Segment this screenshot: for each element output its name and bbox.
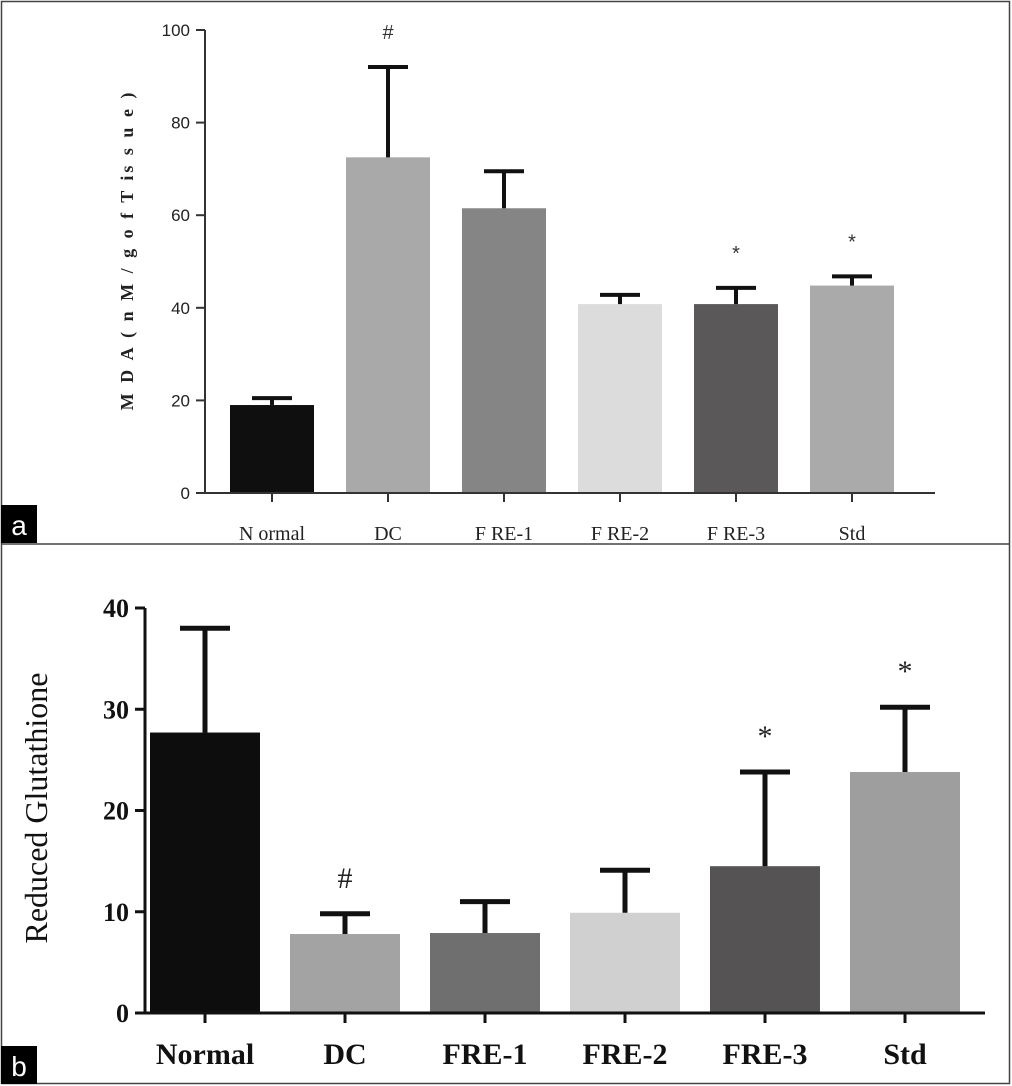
x-tick-label: F RE-1 — [475, 523, 533, 545]
significance-marker: # — [338, 862, 353, 895]
chart-b-x-ticks: Normal DC FRE-1 FRE-2 FRE-3 Std — [156, 1013, 927, 1071]
bar-3 — [570, 912, 680, 1013]
bar-4 — [710, 866, 820, 1013]
x-tick-label: DC — [374, 523, 402, 545]
bar-1 — [290, 934, 400, 1013]
panel-a-label: a — [11, 510, 27, 541]
x-tick-label: Std — [883, 1038, 927, 1071]
chart-a-error-bars — [252, 65, 872, 406]
significance-marker: * — [758, 720, 773, 753]
x-tick-label: F RE-3 — [707, 523, 765, 545]
bar-0 — [150, 732, 260, 1013]
bar-0 — [230, 405, 314, 493]
bar-3 — [578, 304, 662, 493]
x-tick-label: FRE-2 — [583, 1038, 668, 1071]
bar-2 — [430, 933, 540, 1013]
x-tick-label: Std — [839, 523, 866, 545]
chart-b: # * * 0 10 20 30 40 Normal DC FRE-1 FRE-2 FRE-3 Std… — [18, 594, 985, 1071]
y-tick-label: 0 — [181, 484, 190, 503]
panel-b-label: b — [11, 1051, 27, 1082]
y-tick-label: 60 — [171, 206, 190, 225]
y-tick-label: 40 — [103, 594, 129, 623]
significance-marker: # — [382, 22, 394, 44]
x-tick-label: FRE-3 — [723, 1038, 808, 1071]
chart-a-y-label: M D A ( n M / g o f T is s u e ) — [117, 90, 138, 411]
chart-b-y-label: Reduced Glutathione — [18, 672, 54, 943]
bar-4 — [694, 304, 778, 493]
x-tick-label: Normal — [156, 1038, 254, 1071]
y-tick-label: 0 — [116, 999, 129, 1028]
y-tick-label: 100 — [162, 21, 190, 40]
chart-a-annotations: # * * — [382, 22, 856, 265]
x-tick-label: N ormal — [239, 523, 306, 545]
y-tick-label: 20 — [171, 391, 190, 410]
y-tick-label: 20 — [103, 797, 129, 826]
bar-5 — [810, 285, 894, 493]
significance-marker: * — [848, 231, 856, 253]
x-tick-label: F RE-2 — [591, 523, 649, 545]
y-tick-label: 40 — [171, 299, 190, 318]
x-tick-label: FRE-1 — [443, 1038, 528, 1071]
chart-a-x-ticks: N ormal DC F RE-1 F RE-2 F RE-3 Std — [239, 493, 865, 545]
chart-b-error-bars — [180, 625, 930, 935]
significance-marker: * — [732, 243, 740, 265]
panel-a-badge — [1, 505, 37, 543]
bar-2 — [462, 208, 546, 493]
chart-a: # * * 0 20 40 60 80 100 N ormal DC F RE-1 F RE-2 F … — [117, 21, 935, 545]
significance-marker: * — [898, 655, 913, 688]
chart-b-y-ticks: 0 10 20 30 40 — [103, 594, 145, 1028]
y-tick-label: 80 — [171, 114, 190, 133]
bar-1 — [346, 157, 430, 493]
chart-a-y-ticks: 0 20 40 60 80 100 — [162, 21, 205, 503]
chart-b-bars — [150, 732, 960, 1013]
bar-5 — [850, 772, 960, 1013]
panel-b-badge — [1, 1046, 37, 1084]
y-tick-label: 30 — [103, 695, 129, 724]
x-tick-label: DC — [323, 1038, 366, 1071]
chart-a-bars — [230, 157, 894, 493]
y-tick-label: 10 — [103, 898, 129, 927]
chart-b-annotations: # * * — [338, 655, 913, 895]
